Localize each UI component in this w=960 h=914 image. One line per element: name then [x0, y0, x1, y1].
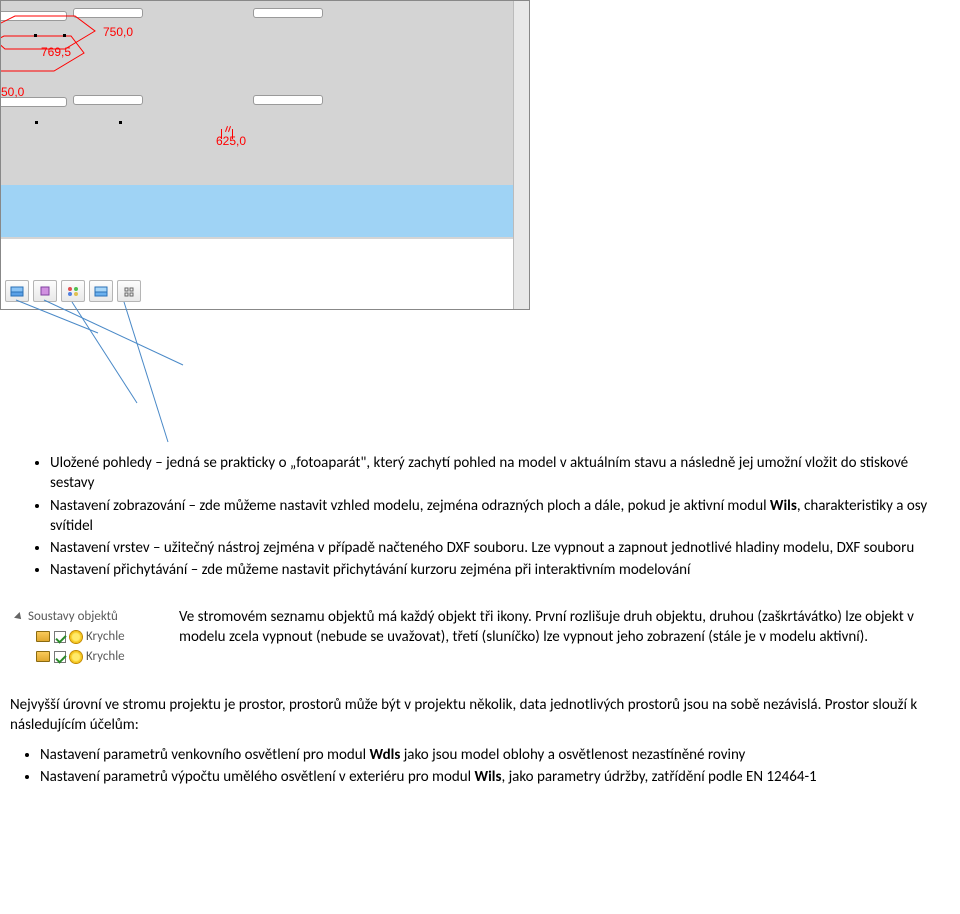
right-scrollbar[interactable]	[513, 1, 529, 310]
tool-view-layers[interactable]	[5, 280, 29, 302]
cube-icon	[36, 631, 50, 642]
tree-label: Soustavy objektů	[28, 609, 118, 624]
feature-list-1: Uložené pohledy – jedná se prakticky o „…	[50, 453, 950, 581]
list-item: Uložené pohledy – jedná se prakticky o „…	[50, 453, 950, 494]
tool-view-stack[interactable]	[89, 280, 113, 302]
tree-label: Krychle	[86, 649, 125, 664]
list-item: Nastavení vrstev – užitečný nástroj zejm…	[50, 538, 950, 558]
horizon-band	[1, 185, 513, 237]
coord-label: 50,0	[1, 85, 24, 99]
checkbox-icon[interactable]	[54, 631, 66, 643]
list-item: Nastavení zobrazování – zde můžeme nasta…	[50, 496, 950, 537]
tree-root[interactable]: Soustavy objektů	[16, 607, 165, 627]
app-screenshot: 750,0 769,5 50,0 625,0	[0, 0, 530, 310]
selection-hex	[0, 31, 96, 91]
list-item: Nastavení přichytávání – zde můžeme nast…	[50, 560, 950, 580]
tree-label: Krychle	[86, 629, 125, 644]
checkbox-icon[interactable]	[54, 651, 66, 663]
sun-icon[interactable]	[70, 631, 82, 643]
tree-description: Ve stromovém seznamu objektů má každý ob…	[165, 607, 950, 648]
coord-label: 769,5	[41, 45, 71, 59]
cube-icon	[36, 651, 50, 662]
point-marker	[35, 121, 38, 124]
object-box	[73, 95, 143, 105]
tool-palette[interactable]	[61, 280, 85, 302]
object-box	[253, 8, 323, 18]
point-marker	[119, 121, 122, 124]
expander-icon[interactable]	[14, 612, 24, 622]
section-paragraph: Nejvyšší úrovní ve stromu projektu je pr…	[10, 695, 950, 736]
tool-view-block[interactable]	[33, 280, 57, 302]
point-marker	[34, 34, 37, 37]
drawing-canvas: 750,0 769,5 50,0 625,0	[1, 1, 513, 239]
tree-child[interactable]: Krychle	[36, 627, 165, 647]
tree-screenshot: Soustavy objektů Krychle Krychle	[10, 607, 165, 667]
list-item: Nastavení parametrů venkovního osvětlení…	[40, 745, 960, 765]
coord-label: 750,0	[103, 25, 133, 39]
feature-list-2: Nastavení parametrů venkovního osvětlení…	[40, 745, 960, 788]
sun-icon[interactable]	[70, 651, 82, 663]
tree-child[interactable]: Krychle	[36, 647, 165, 667]
ruler-mark	[221, 129, 233, 139]
list-item: Nastavení parametrů výpočtu umělého osvě…	[40, 767, 960, 787]
tool-snap[interactable]	[117, 280, 141, 302]
bottom-toolbar	[5, 277, 141, 305]
object-box	[253, 95, 323, 105]
point-marker	[63, 34, 66, 37]
